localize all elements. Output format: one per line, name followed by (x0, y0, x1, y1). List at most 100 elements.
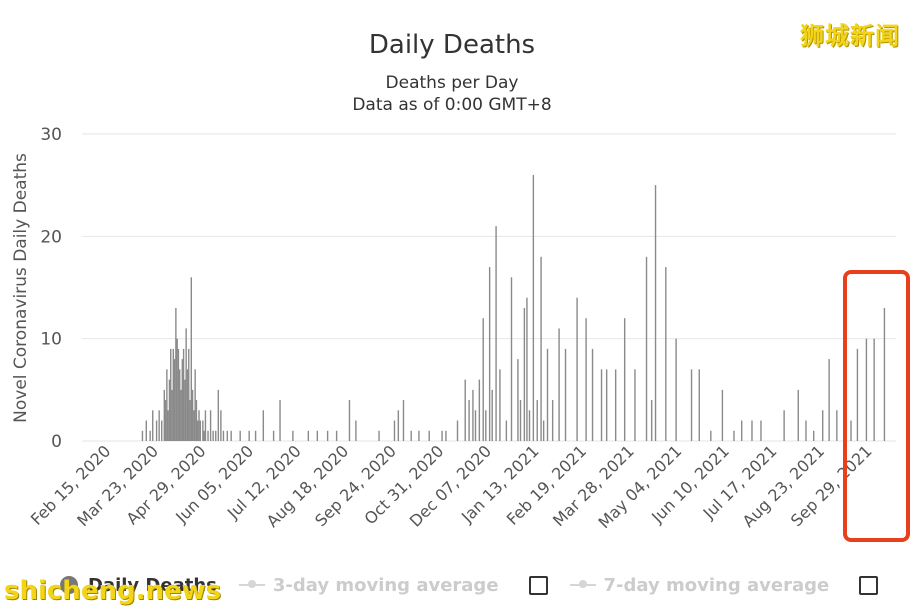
bar[interactable] (751, 420, 753, 441)
bar[interactable] (551, 400, 554, 441)
bar[interactable] (161, 420, 163, 441)
bar[interactable] (209, 410, 212, 441)
bar[interactable] (248, 430, 250, 441)
bar[interactable] (173, 359, 176, 441)
bar[interactable] (856, 348, 859, 441)
bar[interactable] (215, 430, 217, 441)
bar[interactable] (145, 420, 147, 441)
bar[interactable] (591, 348, 594, 441)
bar[interactable] (207, 430, 209, 441)
bar[interactable] (262, 410, 265, 441)
bar[interactable] (822, 410, 824, 441)
bar[interactable] (222, 430, 225, 441)
bar[interactable] (402, 400, 405, 441)
bar[interactable] (166, 369, 168, 441)
bar[interactable] (202, 420, 204, 441)
bar[interactable] (536, 400, 538, 441)
bar[interactable] (526, 297, 528, 441)
bar[interactable] (176, 338, 178, 441)
bar[interactable] (410, 430, 412, 441)
bar[interactable] (532, 174, 535, 441)
bar[interactable] (499, 369, 501, 441)
bar[interactable] (650, 400, 653, 441)
bar[interactable] (740, 420, 743, 441)
bar[interactable] (836, 410, 838, 441)
bar[interactable] (828, 359, 830, 441)
bar[interactable] (482, 318, 484, 441)
bar[interactable] (185, 328, 187, 441)
bar[interactable] (783, 410, 785, 441)
bar[interactable] (335, 430, 338, 441)
bar[interactable] (605, 369, 608, 441)
bar[interactable] (171, 389, 173, 441)
legend-item-7day-average[interactable]: 7-day moving average (569, 575, 879, 596)
bar[interactable] (184, 379, 186, 441)
bar[interactable] (623, 318, 626, 441)
bar[interactable] (177, 348, 180, 441)
bar[interactable] (164, 400, 167, 441)
bar[interactable] (254, 430, 257, 441)
bar[interactable] (805, 420, 807, 441)
bar[interactable] (182, 348, 185, 441)
bar[interactable] (564, 348, 567, 441)
bar[interactable] (188, 348, 190, 441)
bar[interactable] (576, 297, 578, 441)
bar[interactable] (523, 307, 526, 441)
bar[interactable] (149, 430, 151, 441)
bar[interactable] (272, 430, 275, 441)
bar[interactable] (485, 410, 487, 441)
bar[interactable] (558, 328, 560, 441)
bar[interactable] (600, 369, 603, 441)
bar[interactable] (158, 410, 160, 441)
legend-item-daily-deaths[interactable]: Daily Deaths (60, 575, 217, 596)
bar[interactable] (378, 430, 380, 441)
bar[interactable] (181, 359, 184, 441)
bar[interactable] (175, 307, 177, 441)
bar[interactable] (393, 420, 396, 441)
bar[interactable] (665, 267, 667, 441)
legend-item-3day-average[interactable]: 3-day moving average (238, 575, 548, 596)
bar[interactable] (690, 369, 693, 441)
bar[interactable] (797, 389, 799, 441)
bar[interactable] (760, 420, 762, 441)
bar[interactable] (195, 400, 198, 441)
bar[interactable] (865, 338, 868, 441)
bar[interactable] (464, 379, 466, 441)
bar[interactable] (812, 430, 815, 441)
checkbox-7day-average[interactable] (859, 575, 879, 595)
bar[interactable] (172, 348, 175, 441)
bar[interactable] (495, 226, 497, 441)
bar[interactable] (850, 420, 852, 441)
bar[interactable] (186, 369, 189, 441)
bar[interactable] (163, 389, 166, 441)
bar[interactable] (645, 256, 648, 441)
bar[interactable] (585, 318, 587, 441)
bar[interactable] (212, 430, 214, 441)
bar[interactable] (546, 348, 549, 441)
bar[interactable] (141, 430, 144, 441)
bar[interactable] (733, 430, 735, 441)
bar[interactable] (445, 430, 447, 441)
bar[interactable] (193, 410, 195, 441)
bar[interactable] (230, 430, 232, 441)
bar[interactable] (279, 400, 281, 441)
bar[interactable] (488, 267, 491, 441)
bar[interactable] (510, 277, 513, 441)
bar[interactable] (634, 369, 636, 441)
bar[interactable] (179, 369, 181, 441)
bar[interactable] (540, 256, 542, 441)
bar[interactable] (478, 379, 481, 441)
bar[interactable] (217, 389, 220, 441)
bar[interactable] (170, 348, 172, 441)
bar[interactable] (468, 400, 470, 441)
bar[interactable] (873, 338, 875, 441)
bar[interactable] (152, 410, 154, 441)
bar[interactable] (614, 369, 617, 441)
bar[interactable] (292, 430, 294, 441)
bar[interactable] (155, 420, 158, 441)
bar[interactable] (239, 430, 241, 441)
bar[interactable] (698, 369, 700, 441)
bar[interactable] (180, 389, 182, 441)
bar[interactable] (397, 410, 400, 441)
bar[interactable] (191, 389, 194, 441)
